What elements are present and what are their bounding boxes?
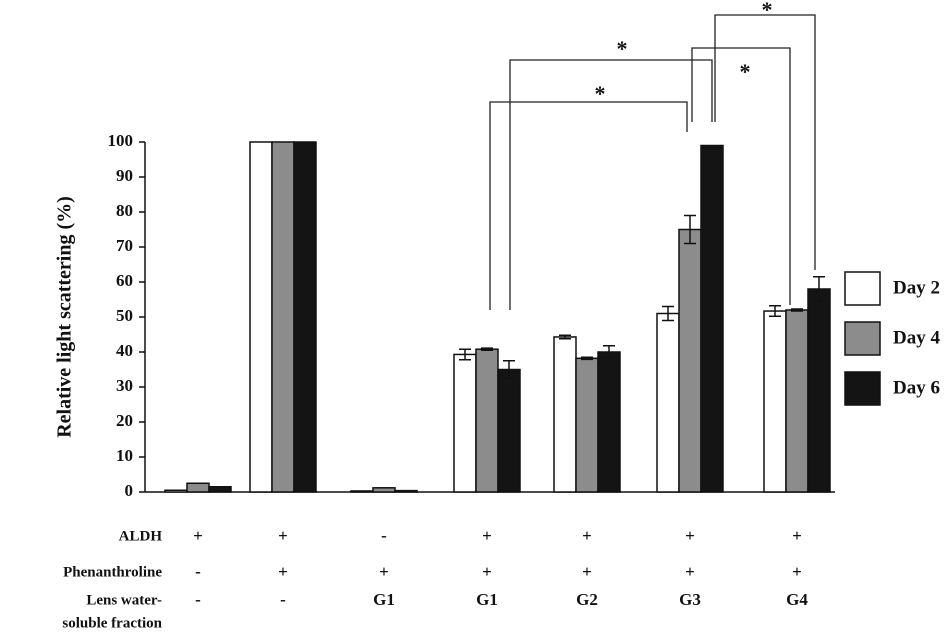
bar (763, 310, 787, 493)
error-bar (684, 214, 696, 245)
condition-value: + (582, 526, 592, 545)
significance-label: * (595, 81, 606, 106)
bar (678, 228, 702, 493)
condition-value: G1 (476, 590, 498, 609)
bar (372, 487, 396, 493)
y-tick-label: 30 (116, 376, 133, 395)
significance-bracket (714, 14, 816, 270)
bar (208, 486, 232, 493)
error-bar (603, 344, 615, 360)
condition-value: + (193, 526, 203, 545)
condition-value: + (582, 562, 592, 581)
bar (164, 489, 188, 493)
bar (271, 141, 295, 493)
bar (497, 368, 521, 493)
bar (700, 144, 724, 493)
bar (475, 348, 499, 493)
condition-label: Phenanthroline (63, 564, 162, 580)
bar (553, 336, 577, 493)
bar (350, 490, 374, 493)
condition-value: + (379, 562, 389, 581)
significance-label: * (617, 36, 628, 61)
significance-bracket (489, 101, 688, 310)
condition-value: G3 (679, 590, 701, 609)
y-tick-label: 20 (116, 411, 133, 430)
bar (597, 351, 621, 493)
condition-value: - (195, 590, 201, 609)
condition-value: G4 (786, 590, 808, 609)
condition-value: - (195, 562, 201, 581)
condition-label: Lens water- (86, 592, 162, 608)
y-tick-label: 10 (116, 446, 133, 465)
condition-label: ALDH (119, 528, 163, 544)
condition-value: + (685, 562, 695, 581)
significance-bracket (691, 47, 791, 305)
significance-label: * (762, 0, 773, 22)
error-bar (459, 348, 471, 361)
error-bar (481, 347, 493, 351)
condition-value: - (280, 590, 286, 609)
legend-swatch (844, 321, 881, 356)
condition-label: soluble fraction (62, 615, 162, 631)
bar (186, 482, 210, 493)
y-tick-label: 90 (116, 166, 133, 185)
condition-value: + (685, 526, 695, 545)
bar (575, 357, 599, 493)
error-bar (581, 356, 593, 361)
bar (453, 353, 477, 493)
legend-swatch (844, 371, 881, 406)
error-bar (813, 276, 825, 302)
bar (656, 312, 680, 493)
error-bar (503, 360, 515, 379)
condition-value: + (278, 526, 288, 545)
error-bar (662, 305, 674, 322)
condition-value: + (278, 562, 288, 581)
y-tick-label: 70 (116, 236, 133, 255)
significance-label: * (740, 59, 751, 84)
y-tick-label: 40 (116, 341, 133, 360)
condition-value: G1 (373, 590, 395, 609)
y-tick-label: 50 (116, 306, 133, 325)
legend-label: Day 4 (893, 327, 940, 348)
bar (807, 288, 831, 493)
condition-value: + (792, 526, 802, 545)
condition-value: + (482, 562, 492, 581)
y-tick-label: 60 (116, 271, 133, 290)
bar (394, 489, 418, 493)
bar (293, 141, 317, 493)
bar (249, 141, 273, 493)
y-tick-label: 100 (108, 131, 134, 150)
y-tick-label: 0 (125, 481, 134, 500)
error-bar (791, 308, 803, 312)
significance-bracket (509, 59, 713, 310)
legend-label: Day 6 (893, 377, 940, 398)
y-tick-label: 80 (116, 201, 133, 220)
bar (785, 309, 809, 493)
condition-value: G2 (576, 590, 598, 609)
condition-value: + (792, 562, 802, 581)
error-bar (559, 334, 571, 340)
y-axis-title: Relative light scattering (%) (54, 196, 76, 438)
error-bar (769, 305, 781, 318)
legend-swatch (844, 271, 881, 306)
condition-value: + (482, 526, 492, 545)
legend-label: Day 2 (893, 277, 940, 298)
condition-value: - (381, 526, 387, 545)
